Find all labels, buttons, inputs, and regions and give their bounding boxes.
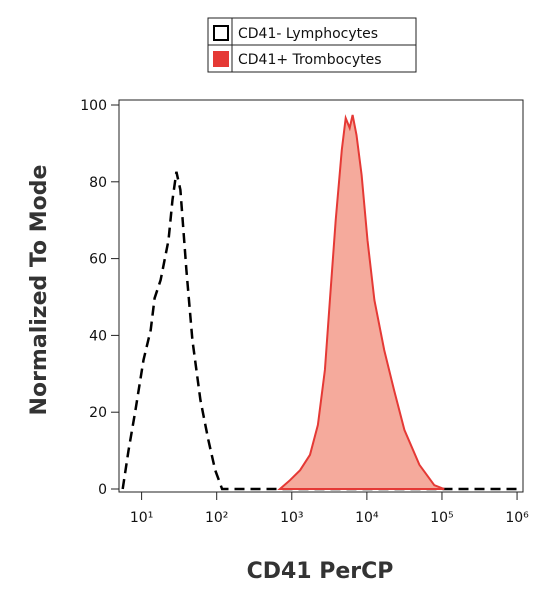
x-tick-label: 10¹ bbox=[130, 510, 153, 526]
legend-swatch bbox=[213, 25, 229, 41]
y-tick-label: 20 bbox=[89, 405, 107, 421]
y-tick-label: 0 bbox=[98, 482, 107, 498]
legend-label: CD41+ Trombocytes bbox=[238, 52, 382, 68]
y-tick-label: 100 bbox=[80, 98, 107, 114]
x-tick-label: 10³ bbox=[280, 510, 303, 526]
plot-frame bbox=[118, 99, 524, 493]
x-tick-label: 10⁴ bbox=[355, 510, 379, 526]
legend-label: CD41- Lymphocytes bbox=[238, 26, 378, 42]
x-tick-label: 10⁶ bbox=[505, 510, 529, 526]
x-axis-label: CD41 PerCP bbox=[247, 559, 394, 584]
y-tick-label: 80 bbox=[89, 175, 107, 191]
histogram-curve bbox=[277, 114, 445, 490]
x-tick-label: 10² bbox=[205, 510, 228, 526]
y-tick-label: 40 bbox=[89, 328, 107, 344]
x-tick-label: 10⁵ bbox=[430, 510, 453, 526]
legend-swatch bbox=[213, 51, 229, 67]
histogram-curve bbox=[121, 171, 521, 491]
y-tick-label: 60 bbox=[89, 252, 107, 268]
y-axis-label: Normalized To Mode bbox=[27, 165, 52, 416]
